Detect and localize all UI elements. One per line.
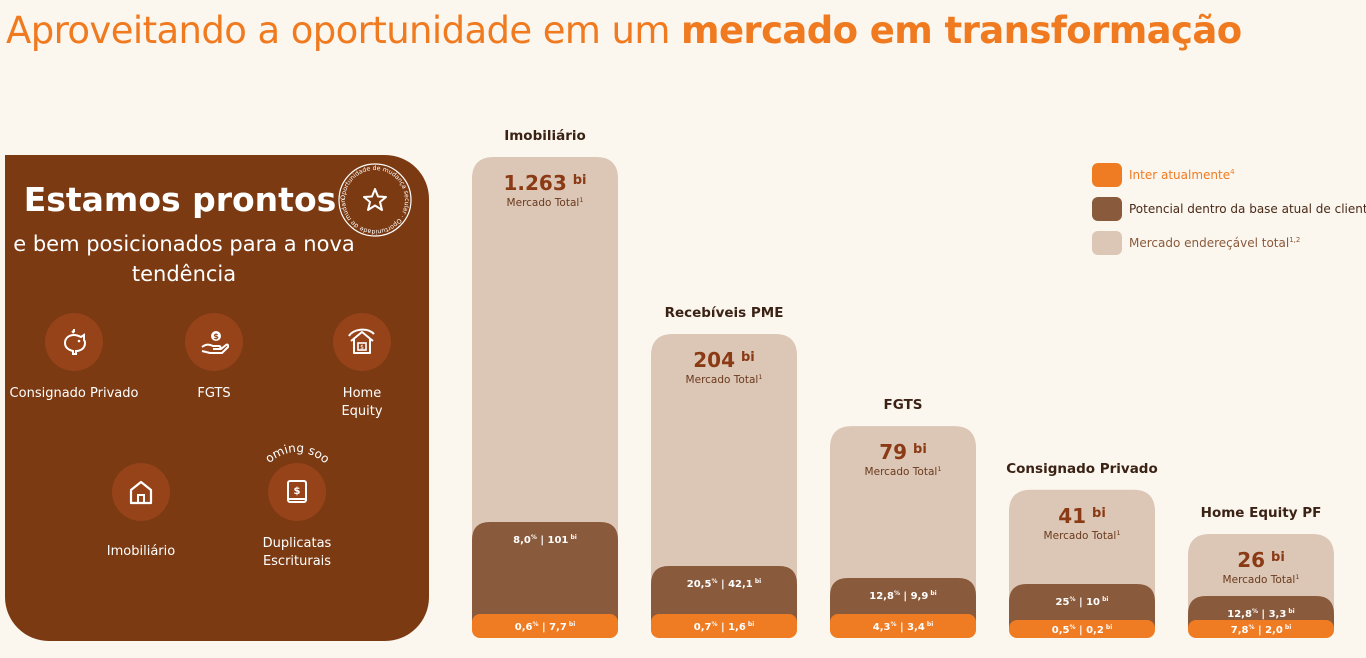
page-title: Aproveitando a oportunidade em um mercad… <box>6 9 1242 52</box>
house-icon <box>112 463 170 521</box>
total-caption: Mercado Total1 <box>507 196 584 209</box>
product-home-equity: $ Home Equity <box>297 313 427 421</box>
bar-segment-potential <box>472 522 618 624</box>
svg-text:$: $ <box>360 344 364 351</box>
total-value-label: 79 bi <box>879 440 927 464</box>
total-caption: Mercado Total1 <box>865 465 942 478</box>
potential-value-label: 12,8% | 3,3 bi <box>1227 608 1295 620</box>
bar-segment-potential <box>830 578 976 624</box>
star-seal-icon: Oportunidade de mudança secular · Oportu… <box>335 160 412 237</box>
potential-value-label: 20,5% | 42,1 bi <box>687 578 761 590</box>
bar-segment-inter <box>1188 620 1334 638</box>
product-label: Duplicatas Escriturais <box>262 536 332 569</box>
inter-value-label: 0,5% | 0,2 bi <box>1052 624 1113 636</box>
bar-segment-inter <box>651 614 797 638</box>
positioning-panel: Estamos prontos e bem posicionados para … <box>5 155 429 641</box>
potential-value-label: 25% | 10 bi <box>1056 596 1109 608</box>
bar-segment-potential <box>1009 584 1155 630</box>
category-label: Imobiliário <box>504 128 586 144</box>
svg-text:$: $ <box>213 332 219 341</box>
bar-segment-inter <box>830 614 976 638</box>
piggy-bank-icon <box>45 313 103 371</box>
product-label: Imobiliário <box>106 544 176 559</box>
legend-item-mercado: Mercado endereçável total1,2 <box>1092 231 1366 255</box>
product-consignado-privado: Consignado Privado <box>9 313 139 403</box>
total-value-label: 41 bi <box>1058 504 1106 528</box>
total-value-label: 204 bi <box>693 348 755 372</box>
inter-value-label: 0,6% | 7,7 bi <box>515 621 576 633</box>
potential-value-label: 8,0% | 101 bi <box>513 534 577 546</box>
svg-text:$: $ <box>294 486 301 497</box>
potential-value-label: 12,8% | 9,9 bi <box>869 590 937 602</box>
total-value-label: 26 bi <box>1237 548 1285 572</box>
bar-total-market <box>651 334 797 638</box>
legend-swatch <box>1092 231 1122 255</box>
coming-soon-badge: Coming soon <box>232 437 332 466</box>
panel-heading: Estamos prontos <box>23 180 337 219</box>
bar-total-market <box>472 157 618 638</box>
legend-swatch <box>1092 197 1122 221</box>
total-caption: Mercado Total1 <box>1223 573 1300 586</box>
panel-subheading: e bem posicionados para a nova tendência <box>13 232 355 286</box>
product-imobiliario: Imobiliário <box>76 463 206 561</box>
inter-value-label: 4,3% | 3,4 bi <box>873 621 934 633</box>
category-label: Consignado Privado <box>1006 461 1158 477</box>
category-label: FGTS <box>884 397 923 413</box>
chart-legend: Inter atualmente4 Potencial dentro da ba… <box>1092 163 1366 265</box>
category-label: Recebíveis PME <box>665 305 784 321</box>
total-caption: Mercado Total1 <box>1044 529 1121 542</box>
inter-value-label: 7,8% | 2,0 bi <box>1231 624 1292 636</box>
total-caption: Mercado Total1 <box>686 373 763 386</box>
bar-segment-inter <box>1009 620 1155 638</box>
legend-item-potencial: Potencial dentro da base atual de client… <box>1092 197 1366 221</box>
inter-value-label: 0,7% | 1,6 bi <box>694 621 755 633</box>
bar-segment-inter <box>472 614 618 638</box>
product-fgts: $ FGTS <box>149 313 279 403</box>
hand-coin-icon: $ <box>185 313 243 371</box>
product-label: FGTS <box>197 386 231 401</box>
product-label: Consignado Privado <box>9 386 139 401</box>
legend-label: Mercado endereçável total <box>1129 236 1290 250</box>
legend-label: Inter atualmente <box>1129 168 1231 182</box>
legend-label: Potencial dentro da base atual de client… <box>1129 202 1366 216</box>
product-label: Home Equity <box>341 386 383 419</box>
document-money-icon: $ <box>268 463 326 521</box>
house-refresh-icon: $ <box>333 313 391 371</box>
legend-item-inter: Inter atualmente4 <box>1092 163 1366 187</box>
category-label: Home Equity PF <box>1201 505 1322 521</box>
legend-swatch <box>1092 163 1122 187</box>
product-duplicatas-escriturais: Coming soon $ Duplicatas Escriturais <box>232 437 362 571</box>
bar-segment-potential <box>651 566 797 624</box>
total-value-label: 1.263 bi <box>503 171 586 195</box>
